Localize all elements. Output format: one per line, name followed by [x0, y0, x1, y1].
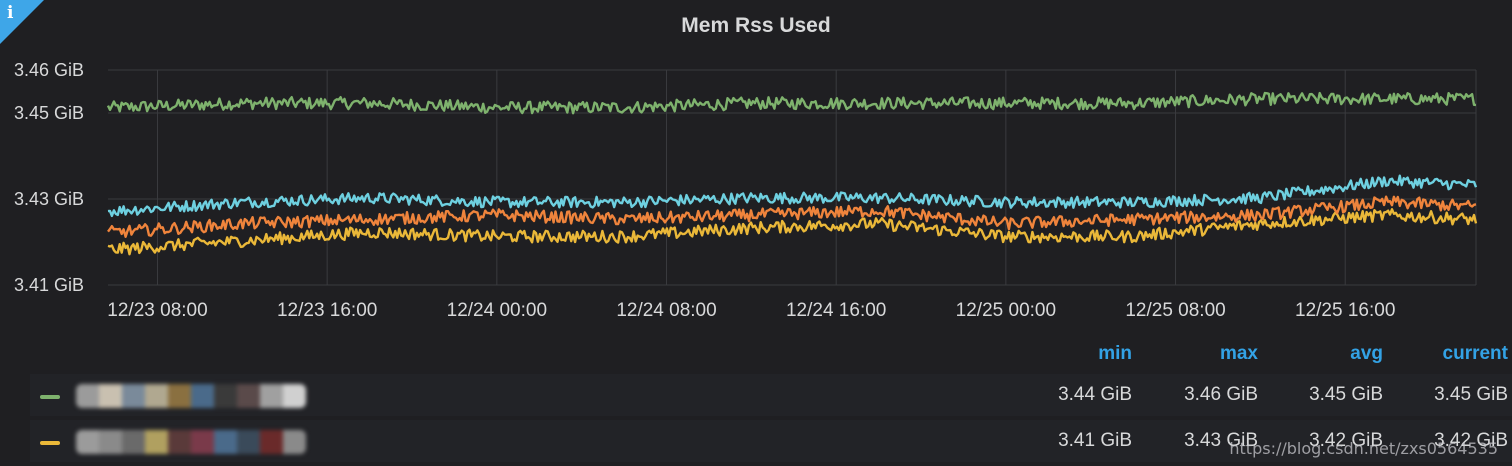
y-tick-label: 3.46 GiB — [14, 60, 84, 80]
x-tick-label: 12/25 16:00 — [1295, 300, 1395, 321]
line-chart[interactable]: 3.41 GiB 3.43 GiB 3.45 GiB 3.46 GiB 12/23 08… — [0, 0, 1512, 330]
legend-min: 3.44 GiB — [1058, 384, 1132, 405]
legend-series-name-redacted[interactable] — [76, 430, 306, 454]
legend-min: 3.41 GiB — [1058, 430, 1132, 451]
legend-max: 3.46 GiB — [1184, 384, 1258, 405]
info-icon[interactable]: i — [7, 3, 14, 23]
legend-avg: 3.42 GiB — [1309, 430, 1383, 451]
legend-swatch[interactable] — [40, 395, 60, 399]
series-line — [107, 208, 1478, 256]
legend-current: 3.42 GiB — [1434, 430, 1508, 451]
x-tick-label: 12/23 16:00 — [277, 300, 377, 321]
legend-header-min[interactable]: min — [1098, 343, 1132, 364]
legend-avg: 3.45 GiB — [1309, 384, 1383, 405]
legend-header-max[interactable]: max — [1219, 343, 1258, 364]
info-corner[interactable] — [0, 0, 44, 44]
series-line — [107, 174, 1478, 218]
legend-max: 3.43 GiB — [1184, 430, 1258, 451]
watermark: https://blog.csdn.net/zxs0564535 — [1229, 439, 1498, 458]
series-line — [107, 195, 1477, 238]
x-tick-label: 12/24 08:00 — [616, 300, 716, 321]
panel-title[interactable]: Mem Rss Used — [681, 14, 831, 37]
y-tick-label: 3.43 GiB — [14, 189, 84, 209]
x-tick-label: 12/25 00:00 — [956, 300, 1056, 321]
series-line — [106, 91, 1477, 115]
x-tick-label: 12/25 08:00 — [1125, 300, 1225, 321]
legend-series-name-redacted[interactable] — [76, 384, 306, 408]
legend-row[interactable]: 3.44 GiB 3.46 GiB 3.45 GiB 3.45 GiB — [30, 374, 1512, 416]
legend-header-current[interactable]: current — [1442, 343, 1508, 364]
legend-header-avg[interactable]: avg — [1350, 343, 1383, 364]
x-tick-label: 12/24 16:00 — [786, 300, 886, 321]
legend-row[interactable]: 3.41 GiB 3.43 GiB 3.42 GiB 3.42 GiB — [30, 420, 1512, 462]
legend-current: 3.45 GiB — [1434, 384, 1508, 405]
y-tick-label: 3.45 GiB — [14, 103, 84, 123]
x-tick-label: 12/24 00:00 — [447, 300, 547, 321]
legend-swatch[interactable] — [40, 441, 60, 445]
x-tick-label: 12/23 08:00 — [107, 300, 207, 321]
y-tick-label: 3.41 GiB — [14, 275, 84, 295]
